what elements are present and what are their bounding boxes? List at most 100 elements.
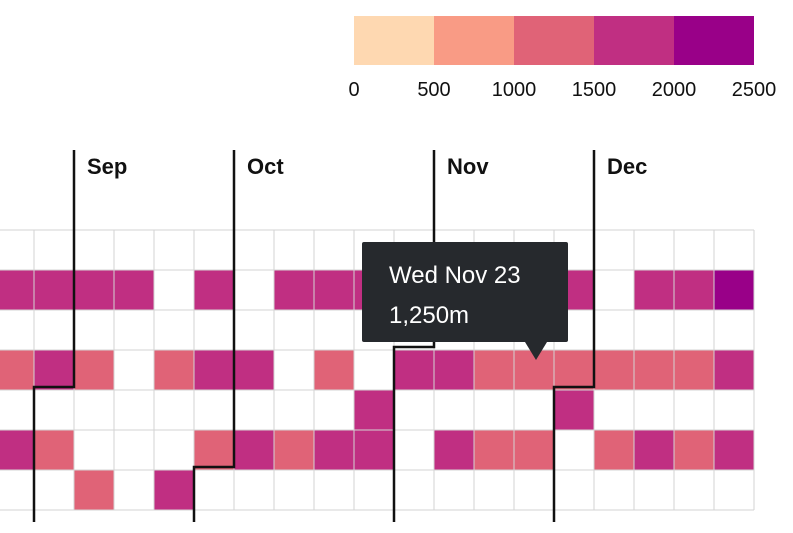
heatmap-cell[interactable] — [194, 470, 234, 510]
heatmap-cell[interactable] — [474, 430, 514, 470]
heatmap-cell[interactable] — [434, 470, 474, 510]
heatmap-cell[interactable] — [714, 390, 754, 430]
heatmap-cell[interactable] — [314, 230, 354, 270]
heatmap-cell[interactable] — [74, 310, 114, 350]
heatmap-cell[interactable] — [74, 390, 114, 430]
heatmap-cell[interactable] — [194, 310, 234, 350]
heatmap-cell[interactable] — [234, 390, 274, 430]
heatmap-cell[interactable] — [314, 350, 354, 390]
heatmap-cell[interactable] — [74, 350, 114, 390]
heatmap-cell[interactable] — [274, 390, 314, 430]
heatmap-cell[interactable] — [514, 390, 554, 430]
heatmap-cell[interactable] — [714, 350, 754, 390]
heatmap-cell[interactable] — [274, 310, 314, 350]
heatmap-cell[interactable] — [394, 430, 434, 470]
heatmap-cell[interactable] — [114, 350, 154, 390]
heatmap-cell[interactable] — [634, 390, 674, 430]
heatmap-cell[interactable] — [74, 430, 114, 470]
heatmap-cell[interactable] — [714, 270, 754, 310]
heatmap-cell[interactable] — [34, 230, 74, 270]
heatmap-cell[interactable] — [594, 270, 634, 310]
heatmap-cell[interactable] — [474, 470, 514, 510]
heatmap-cell[interactable] — [674, 470, 714, 510]
heatmap-cell[interactable] — [674, 350, 714, 390]
heatmap-cell[interactable] — [674, 230, 714, 270]
heatmap-cell[interactable] — [474, 390, 514, 430]
heatmap-cell[interactable] — [154, 230, 194, 270]
heatmap-cell[interactable] — [594, 470, 634, 510]
heatmap-cell[interactable] — [0, 430, 34, 470]
heatmap-cell[interactable] — [714, 430, 754, 470]
heatmap-cell[interactable] — [0, 390, 34, 430]
heatmap-cell[interactable] — [34, 470, 74, 510]
heatmap-cell[interactable] — [354, 470, 394, 510]
heatmap-cell[interactable] — [634, 230, 674, 270]
heatmap-cell[interactable] — [114, 390, 154, 430]
heatmap-cell[interactable] — [314, 430, 354, 470]
heatmap-cell[interactable] — [634, 350, 674, 390]
heatmap-cell[interactable] — [434, 430, 474, 470]
heatmap-cell[interactable] — [34, 310, 74, 350]
heatmap-cell[interactable] — [554, 430, 594, 470]
heatmap-cell[interactable] — [74, 470, 114, 510]
heatmap-cell[interactable] — [594, 390, 634, 430]
heatmap-cell[interactable] — [0, 350, 34, 390]
heatmap-cell[interactable] — [0, 470, 34, 510]
heatmap-cell[interactable] — [354, 430, 394, 470]
heatmap-cell[interactable] — [194, 230, 234, 270]
heatmap-cell[interactable] — [634, 270, 674, 310]
heatmap-cell[interactable] — [114, 470, 154, 510]
heatmap-cell[interactable] — [434, 390, 474, 430]
heatmap-cell[interactable] — [394, 390, 434, 430]
heatmap-cell[interactable] — [594, 230, 634, 270]
heatmap-cell[interactable] — [194, 270, 234, 310]
heatmap-cell[interactable] — [114, 230, 154, 270]
heatmap-cell[interactable] — [354, 350, 394, 390]
heatmap-cell[interactable] — [194, 350, 234, 390]
heatmap-cell[interactable] — [154, 430, 194, 470]
heatmap-cell[interactable] — [554, 350, 594, 390]
heatmap-cell[interactable] — [0, 270, 34, 310]
heatmap-cell[interactable] — [74, 270, 114, 310]
heatmap-cell[interactable] — [154, 270, 194, 310]
heatmap-cell[interactable] — [274, 470, 314, 510]
heatmap-cell[interactable] — [634, 310, 674, 350]
heatmap-cell[interactable] — [194, 430, 234, 470]
heatmap-cell[interactable] — [114, 430, 154, 470]
heatmap-cell[interactable] — [714, 230, 754, 270]
heatmap-cell[interactable] — [514, 430, 554, 470]
heatmap-cell[interactable] — [154, 470, 194, 510]
heatmap-cell[interactable] — [234, 350, 274, 390]
heatmap-cell[interactable] — [674, 390, 714, 430]
heatmap-cell[interactable] — [554, 390, 594, 430]
heatmap-cell[interactable] — [234, 310, 274, 350]
heatmap-cell[interactable] — [594, 430, 634, 470]
heatmap-cell[interactable] — [674, 430, 714, 470]
heatmap-cell[interactable] — [74, 230, 114, 270]
heatmap-cell[interactable] — [274, 230, 314, 270]
heatmap-cell[interactable] — [114, 310, 154, 350]
heatmap-cell[interactable] — [554, 470, 594, 510]
heatmap-cell[interactable] — [314, 390, 354, 430]
heatmap-cell[interactable] — [594, 310, 634, 350]
heatmap-cell[interactable] — [394, 470, 434, 510]
heatmap-cell[interactable] — [34, 430, 74, 470]
heatmap-cell[interactable] — [114, 270, 154, 310]
heatmap-cell[interactable] — [394, 350, 434, 390]
heatmap-cell[interactable] — [314, 310, 354, 350]
heatmap-cell[interactable] — [274, 270, 314, 310]
heatmap-cell[interactable] — [714, 470, 754, 510]
heatmap-cell[interactable] — [274, 350, 314, 390]
heatmap-cell[interactable] — [274, 430, 314, 470]
heatmap-cell[interactable] — [154, 350, 194, 390]
heatmap-cell[interactable] — [514, 470, 554, 510]
heatmap-cell[interactable] — [674, 270, 714, 310]
heatmap-cell[interactable] — [234, 470, 274, 510]
heatmap-cell[interactable] — [0, 230, 34, 270]
heatmap-cell[interactable] — [314, 470, 354, 510]
heatmap-cell[interactable] — [234, 270, 274, 310]
heatmap-cell[interactable] — [234, 230, 274, 270]
heatmap-cell[interactable] — [714, 310, 754, 350]
heatmap-cell[interactable] — [314, 270, 354, 310]
heatmap-cell[interactable] — [194, 390, 234, 430]
